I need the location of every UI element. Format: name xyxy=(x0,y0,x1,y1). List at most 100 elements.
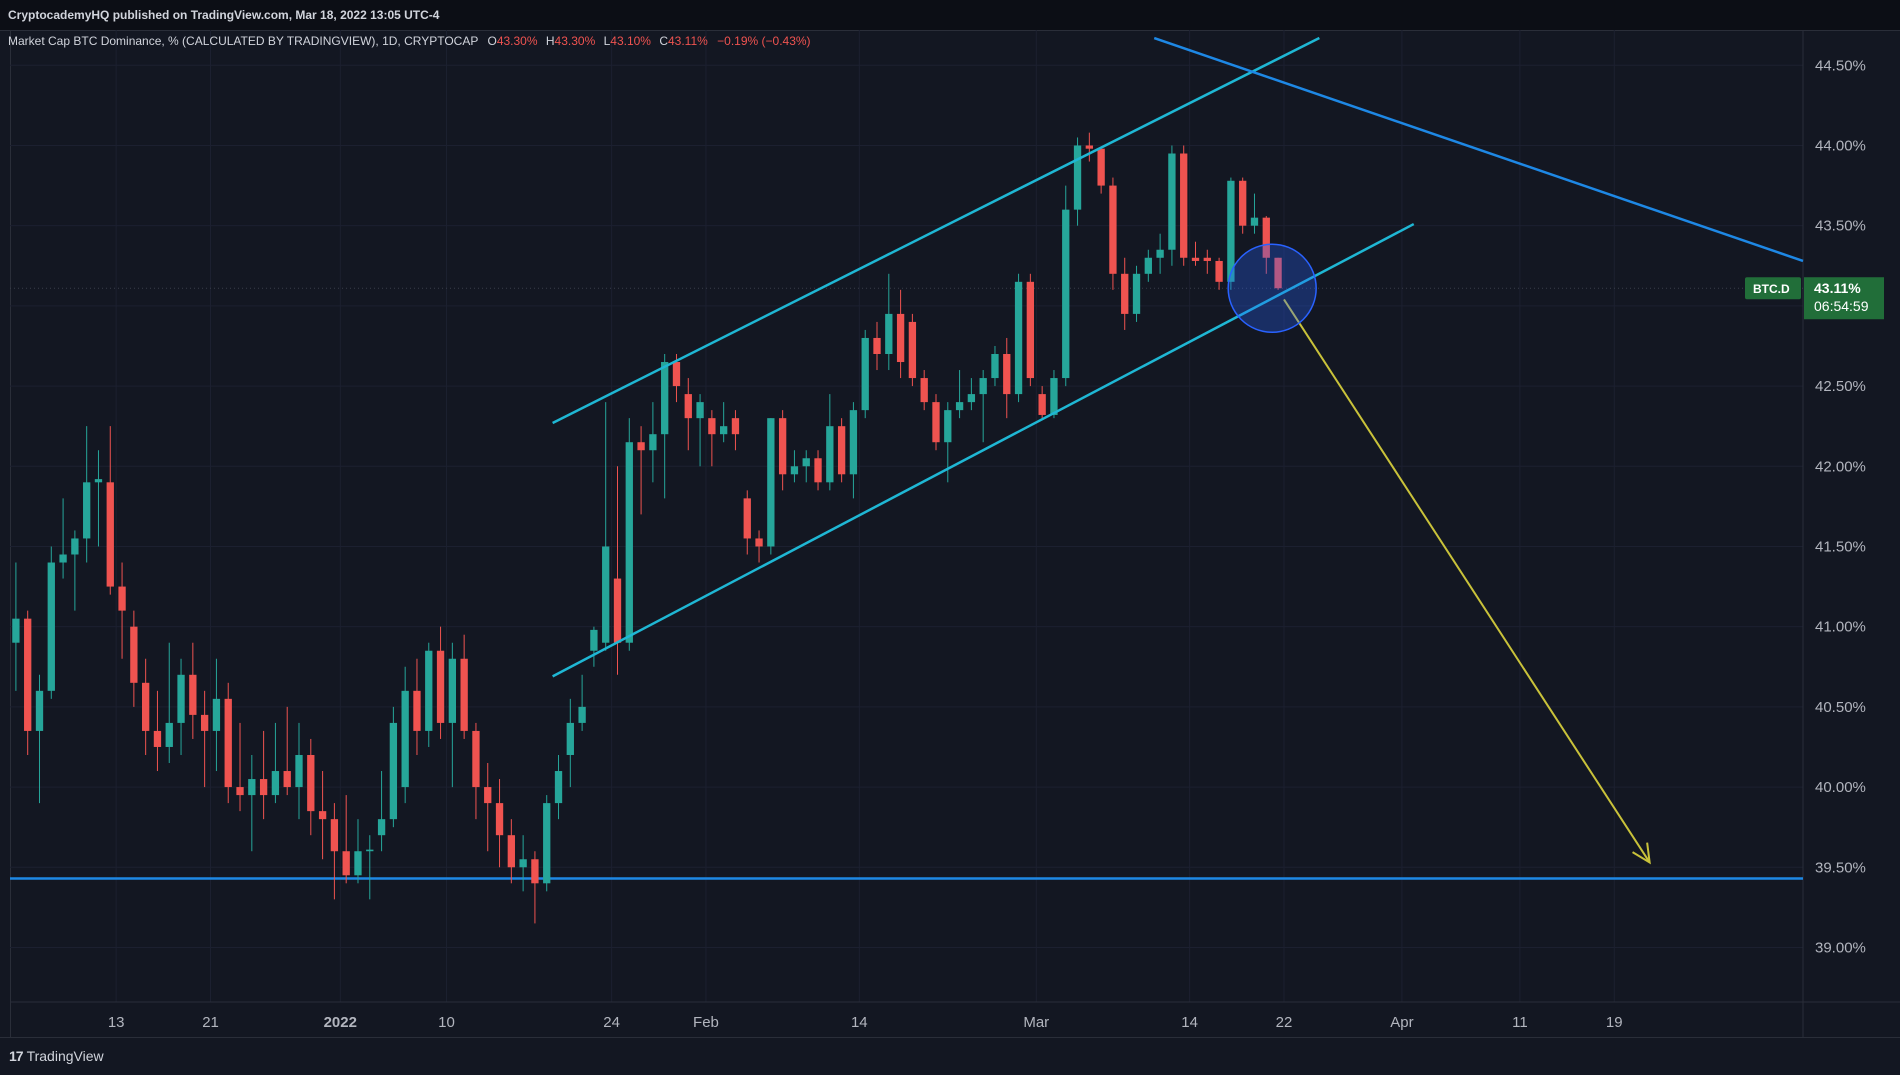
candle-body xyxy=(1132,273,1141,314)
candle-body xyxy=(1180,153,1188,258)
candle xyxy=(578,674,586,731)
candle xyxy=(425,642,433,747)
candle-body xyxy=(1109,185,1117,274)
candle xyxy=(35,674,44,804)
candle xyxy=(118,562,126,659)
candle xyxy=(932,394,940,451)
price-badge: BTC.D 43.11% 06:54:59 xyxy=(1745,277,1884,320)
candle-body xyxy=(130,626,138,683)
candle-body xyxy=(731,418,740,435)
publisher-header: CryptocademyHQ published on TradingView.… xyxy=(0,0,1900,31)
candle xyxy=(896,289,905,379)
legend: Market Cap BTC Dominance, % (CALCULATED … xyxy=(8,34,811,48)
candle-body xyxy=(566,722,574,755)
candle xyxy=(920,370,928,411)
time-tick-label: 10 xyxy=(438,1014,455,1031)
candle-body xyxy=(389,722,398,820)
candle-body xyxy=(696,402,704,419)
candle-body xyxy=(649,434,657,451)
candle-body xyxy=(1203,257,1211,261)
candle xyxy=(731,410,740,451)
candle xyxy=(94,450,103,547)
candle xyxy=(472,722,480,820)
candle-body xyxy=(1050,378,1058,415)
candle xyxy=(814,450,822,491)
descending-trendline xyxy=(1153,36,1804,263)
candle xyxy=(200,690,209,788)
candle xyxy=(602,402,610,651)
price-tick-label: 41.50% xyxy=(1815,538,1866,555)
candle xyxy=(1073,137,1082,226)
low-value: 43.10% xyxy=(610,34,651,48)
candle xyxy=(1003,337,1011,419)
candle-body xyxy=(1097,148,1105,186)
candle xyxy=(908,313,917,387)
candle-body xyxy=(708,418,716,435)
time-tick-label: 14 xyxy=(851,1014,868,1031)
candle xyxy=(519,835,527,892)
candle xyxy=(248,754,256,852)
candle-body xyxy=(1156,249,1164,258)
symbol-badge: BTC.D xyxy=(1753,282,1790,296)
candle-body xyxy=(543,803,551,884)
candle xyxy=(1250,193,1259,234)
candle-body xyxy=(554,771,563,804)
candle xyxy=(566,698,574,788)
tradingview-logo[interactable]: 17 TradingView xyxy=(9,1048,104,1064)
candle xyxy=(354,819,362,884)
candle-body xyxy=(71,538,79,555)
time-tick-label: Feb xyxy=(693,1014,719,1031)
candle-body xyxy=(1003,354,1011,395)
candle xyxy=(224,682,232,804)
candle xyxy=(861,329,869,419)
time-tick-label: 22 xyxy=(1276,1014,1293,1031)
candle-body xyxy=(967,394,976,403)
close-label: C xyxy=(659,34,668,48)
candle xyxy=(696,394,704,467)
candle xyxy=(637,426,645,515)
candle-body xyxy=(661,362,669,435)
candle-body xyxy=(1227,180,1235,282)
candle-body xyxy=(861,337,869,411)
time-tick-label: 21 xyxy=(202,1014,219,1031)
candle-body xyxy=(625,442,633,643)
candle xyxy=(1062,185,1070,387)
candle xyxy=(259,730,268,820)
candle-body xyxy=(47,562,55,691)
candle xyxy=(436,626,445,739)
price-tick-label: 42.50% xyxy=(1815,378,1866,395)
candle-body xyxy=(484,787,492,804)
candle-body xyxy=(932,402,940,443)
candle-body xyxy=(460,658,468,731)
candle-body xyxy=(896,313,905,363)
candle-body xyxy=(944,410,952,443)
high-value: 43.30% xyxy=(555,34,596,48)
candle-body xyxy=(720,426,728,435)
candle-body xyxy=(849,410,858,475)
tradingview-brand: TradingView xyxy=(26,1048,104,1064)
time-axis[interactable]: 13 21 2022 10 24 Feb 14 Mar 14 22 Apr 11 19 xyxy=(108,1014,1623,1031)
price-axis[interactable]: 39.00% 39.50% 40.00% 40.50% 41.00% 41.50% 42.0… xyxy=(1815,57,1866,956)
candle xyxy=(377,771,386,852)
candle xyxy=(991,345,999,387)
candle-body xyxy=(1191,257,1200,261)
candle xyxy=(59,498,67,579)
candle xyxy=(1026,273,1035,387)
price-tick-label: 42.00% xyxy=(1815,458,1866,475)
candle-body xyxy=(743,498,751,539)
candle-body xyxy=(212,698,221,731)
chart-area[interactable]: 39.00% 39.50% 40.00% 40.50% 41.00% 41.50% 42.0… xyxy=(0,30,1900,1037)
candle xyxy=(413,658,421,755)
candles xyxy=(12,132,1282,924)
candle-body xyxy=(472,730,480,788)
candle-body xyxy=(200,714,209,731)
legend-title: Market Cap BTC Dominance, % (CALCULATED … xyxy=(8,34,478,48)
candle-body xyxy=(1085,145,1093,149)
candle-body xyxy=(12,618,20,643)
drawings[interactable] xyxy=(552,36,1804,865)
candle xyxy=(106,426,114,595)
candle-body xyxy=(177,674,185,723)
candle-body xyxy=(248,779,256,796)
symbol-badge-bg xyxy=(1745,277,1801,300)
candle-body xyxy=(814,458,822,483)
